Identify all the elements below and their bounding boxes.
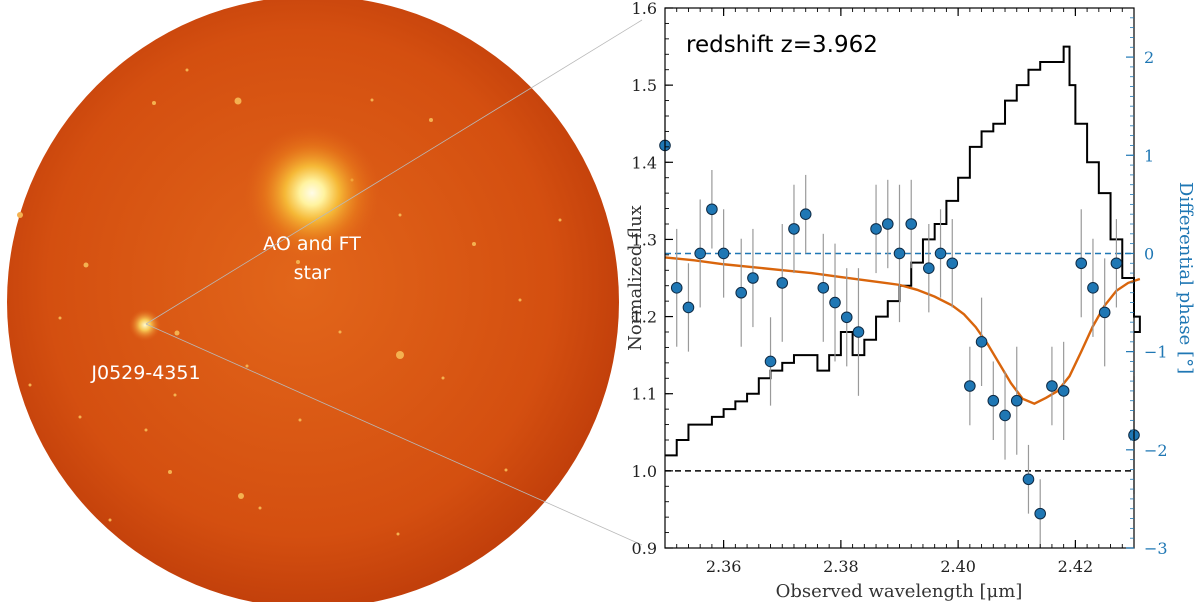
phase-point bbox=[881, 218, 894, 230]
phase-point bbox=[1087, 282, 1099, 294]
phase-point bbox=[694, 247, 706, 260]
phase-point bbox=[799, 208, 812, 220]
zoom-connector-lines bbox=[145, 19, 643, 546]
y-tick-label: 1.1 bbox=[632, 385, 657, 404]
phase-point bbox=[1046, 380, 1058, 392]
phase-point bbox=[735, 286, 748, 299]
zoom-line-lower bbox=[145, 323, 643, 546]
phase-point bbox=[1098, 306, 1111, 319]
y-tick-label: 0.9 bbox=[632, 539, 657, 558]
phase-point bbox=[670, 282, 683, 294]
phase-point bbox=[934, 247, 947, 260]
phase-point bbox=[817, 282, 830, 294]
y2-tick-label: 2 bbox=[1144, 48, 1154, 67]
phase-point bbox=[964, 380, 976, 392]
y-tick-label: 1.2 bbox=[632, 308, 657, 327]
field-of-view-disk bbox=[7, 0, 619, 602]
chart-title: redshift z=3.962 bbox=[686, 32, 878, 58]
y-tick-label: 1.6 bbox=[632, 0, 657, 18]
phase-point bbox=[905, 218, 918, 230]
phase-point bbox=[1057, 385, 1070, 397]
y-tick-label: 1.5 bbox=[632, 76, 657, 95]
y-tick-label: 1.0 bbox=[632, 462, 657, 481]
star-label-line1: AO and FT bbox=[263, 233, 361, 255]
star-label-line2: star bbox=[294, 262, 331, 284]
phase-point bbox=[776, 277, 789, 289]
y2-tick-label: −3 bbox=[1144, 539, 1168, 558]
y-tick-label: 1.4 bbox=[632, 153, 657, 172]
phase-point bbox=[1010, 394, 1023, 407]
y-tick-label: 1.3 bbox=[632, 230, 657, 249]
zoom-line-upper bbox=[145, 19, 643, 325]
phase-point bbox=[870, 223, 882, 235]
x-tick-label: 2.38 bbox=[823, 557, 859, 576]
phase-point bbox=[1075, 257, 1088, 270]
phase-point bbox=[923, 262, 935, 274]
x-tick-label: 2.36 bbox=[706, 557, 742, 576]
background-stars bbox=[17, 68, 562, 536]
phase-point bbox=[764, 355, 777, 368]
y-axis-label: Normalized flux bbox=[625, 205, 646, 351]
phase-point bbox=[682, 301, 695, 314]
phase-point bbox=[1034, 507, 1046, 520]
phase-point bbox=[706, 203, 718, 216]
sky-image-panel: AO and FT star J0529-4351 bbox=[7, 0, 619, 602]
ao-ft-star bbox=[244, 125, 380, 261]
y2-tick-label: −1 bbox=[1144, 343, 1168, 362]
phase-point bbox=[975, 336, 988, 348]
phase-point bbox=[829, 296, 841, 309]
target-label: J0529-4351 bbox=[90, 362, 200, 384]
y2-tick-label: −2 bbox=[1144, 441, 1168, 460]
phase-point bbox=[893, 247, 906, 260]
y2-axis-label: Differential phase [°] bbox=[1175, 182, 1196, 374]
flux-spectrum-line bbox=[665, 45, 1141, 457]
x-tick-label: 2.42 bbox=[1058, 557, 1094, 576]
phase-point bbox=[852, 326, 865, 338]
phase-point bbox=[946, 257, 959, 270]
spectrum-chart: 2.36 2.38 2.40 2.42 0.9 1.0 1.1 1.2 1.3 1.4 1.5 1.6… bbox=[625, 0, 1196, 602]
phase-point bbox=[1022, 473, 1035, 486]
phase-point bbox=[999, 409, 1011, 422]
y2-tick-label: 1 bbox=[1144, 146, 1154, 165]
x-tick-label: 2.40 bbox=[940, 557, 976, 576]
x-axis-label: Observed wavelength [μm] bbox=[776, 581, 1023, 602]
phase-point bbox=[987, 394, 1000, 407]
phase-point bbox=[717, 247, 730, 260]
phase-point bbox=[788, 223, 800, 235]
phase-point bbox=[747, 272, 759, 284]
target-quasar bbox=[129, 309, 161, 341]
phase-point bbox=[1110, 257, 1123, 270]
y2-tick-label: 0 bbox=[1144, 244, 1154, 263]
phase-point bbox=[840, 311, 853, 324]
